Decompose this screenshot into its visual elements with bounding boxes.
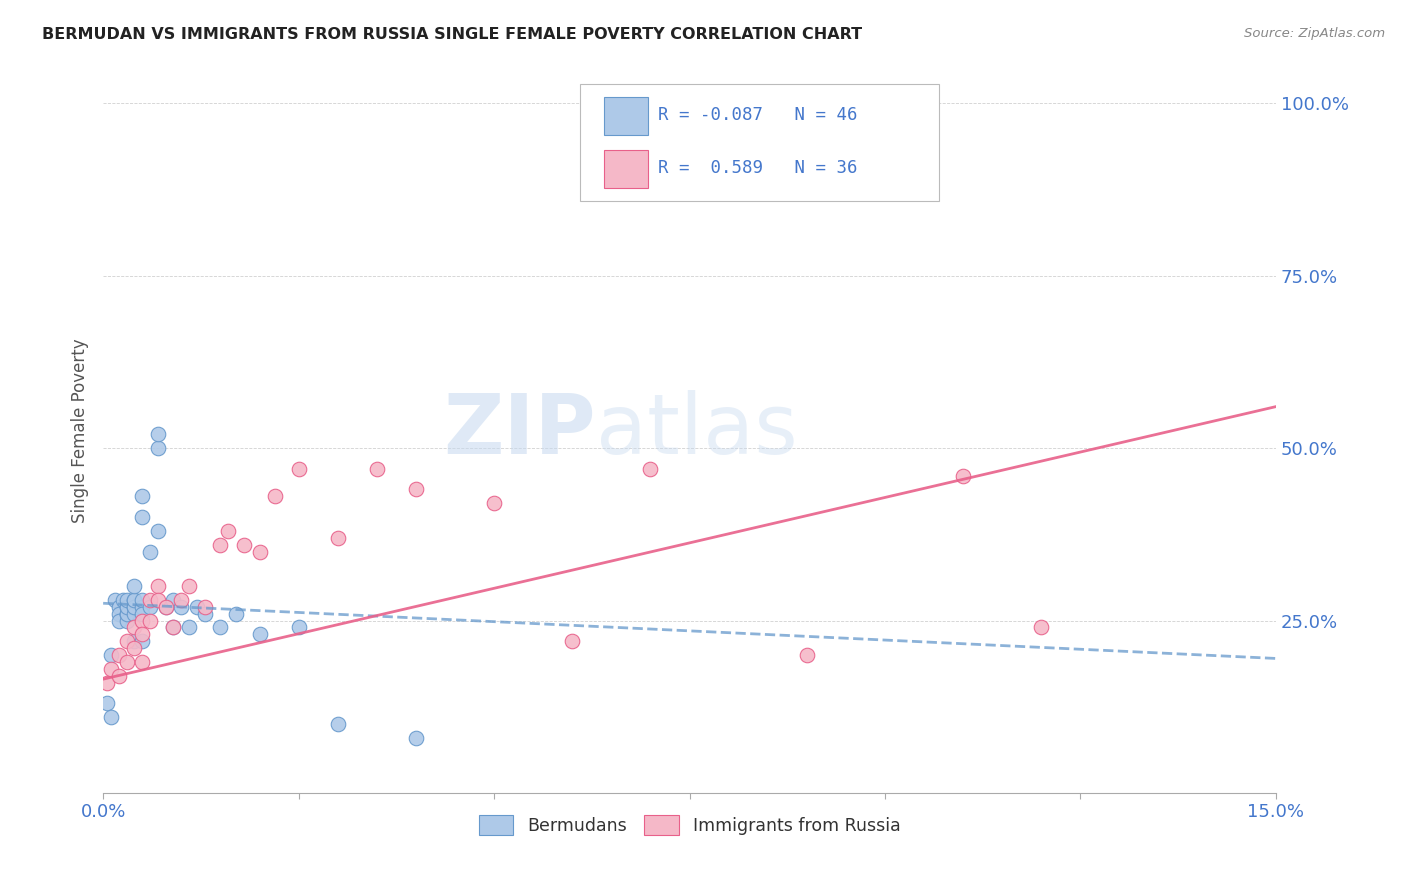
Point bbox=[115, 599, 138, 614]
Point bbox=[326, 531, 349, 545]
Point bbox=[1031, 620, 1053, 634]
Point bbox=[952, 468, 974, 483]
Point bbox=[100, 710, 122, 724]
Point bbox=[107, 669, 129, 683]
Point bbox=[796, 648, 818, 662]
Point bbox=[115, 634, 138, 648]
Point bbox=[124, 607, 146, 621]
Point bbox=[96, 696, 118, 710]
Point bbox=[131, 655, 153, 669]
Point bbox=[155, 599, 177, 614]
Point bbox=[146, 524, 169, 538]
Text: R =  0.589   N = 36: R = 0.589 N = 36 bbox=[658, 160, 858, 178]
Point bbox=[162, 620, 184, 634]
Point bbox=[146, 579, 169, 593]
Point bbox=[249, 627, 271, 641]
Point bbox=[107, 607, 129, 621]
Point bbox=[131, 599, 153, 614]
Point bbox=[162, 592, 184, 607]
Point bbox=[131, 614, 153, 628]
Bar bbox=[605, 97, 648, 136]
Point bbox=[115, 599, 138, 614]
Bar bbox=[605, 151, 648, 188]
Point bbox=[139, 614, 162, 628]
Point bbox=[100, 662, 122, 676]
Point bbox=[100, 648, 122, 662]
Point bbox=[131, 627, 153, 641]
Point bbox=[225, 607, 247, 621]
Point bbox=[209, 620, 232, 634]
Point bbox=[186, 599, 208, 614]
Point bbox=[146, 592, 169, 607]
Text: BERMUDAN VS IMMIGRANTS FROM RUSSIA SINGLE FEMALE POVERTY CORRELATION CHART: BERMUDAN VS IMMIGRANTS FROM RUSSIA SINGL… bbox=[42, 27, 862, 42]
Point bbox=[124, 592, 146, 607]
Legend: Bermudans, Immigrants from Russia: Bermudans, Immigrants from Russia bbox=[478, 815, 901, 835]
Point bbox=[115, 655, 138, 669]
Point bbox=[111, 592, 134, 607]
Point bbox=[217, 524, 239, 538]
Text: atlas: atlas bbox=[596, 391, 797, 471]
Point bbox=[124, 599, 146, 614]
Point bbox=[107, 648, 129, 662]
Point bbox=[405, 731, 427, 745]
Point bbox=[124, 634, 146, 648]
Point bbox=[124, 579, 146, 593]
Point bbox=[170, 592, 193, 607]
Point bbox=[131, 607, 153, 621]
Point bbox=[124, 641, 146, 656]
Point bbox=[139, 592, 162, 607]
Point bbox=[287, 620, 309, 634]
Point bbox=[131, 510, 153, 524]
Point bbox=[170, 599, 193, 614]
Point bbox=[124, 599, 146, 614]
Point bbox=[162, 620, 184, 634]
FancyBboxPatch shape bbox=[581, 85, 939, 201]
Point bbox=[96, 675, 118, 690]
Point bbox=[146, 427, 169, 442]
Point bbox=[232, 538, 254, 552]
Point bbox=[115, 592, 138, 607]
Point bbox=[139, 599, 162, 614]
Text: Source: ZipAtlas.com: Source: ZipAtlas.com bbox=[1244, 27, 1385, 40]
Point bbox=[873, 95, 896, 110]
Point bbox=[139, 544, 162, 558]
Point bbox=[131, 634, 153, 648]
Point bbox=[640, 461, 662, 475]
Text: R = -0.087   N = 46: R = -0.087 N = 46 bbox=[658, 106, 858, 124]
Point bbox=[107, 614, 129, 628]
Point bbox=[179, 620, 201, 634]
Point bbox=[264, 489, 287, 503]
Point bbox=[124, 592, 146, 607]
Point bbox=[146, 441, 169, 455]
Y-axis label: Single Female Poverty: Single Female Poverty bbox=[72, 338, 89, 523]
Point bbox=[209, 538, 232, 552]
Point bbox=[155, 599, 177, 614]
Point bbox=[115, 607, 138, 621]
Point bbox=[107, 599, 129, 614]
Point bbox=[366, 461, 388, 475]
Point bbox=[194, 599, 217, 614]
Point bbox=[104, 592, 127, 607]
Point bbox=[561, 634, 583, 648]
Text: ZIP: ZIP bbox=[443, 391, 596, 471]
Point bbox=[194, 607, 217, 621]
Point bbox=[179, 579, 201, 593]
Point bbox=[115, 607, 138, 621]
Point bbox=[326, 717, 349, 731]
Point bbox=[482, 496, 505, 510]
Point bbox=[249, 544, 271, 558]
Point bbox=[115, 607, 138, 621]
Point bbox=[131, 592, 153, 607]
Point bbox=[115, 614, 138, 628]
Point bbox=[287, 461, 309, 475]
Point bbox=[405, 483, 427, 497]
Point bbox=[124, 620, 146, 634]
Point bbox=[131, 489, 153, 503]
